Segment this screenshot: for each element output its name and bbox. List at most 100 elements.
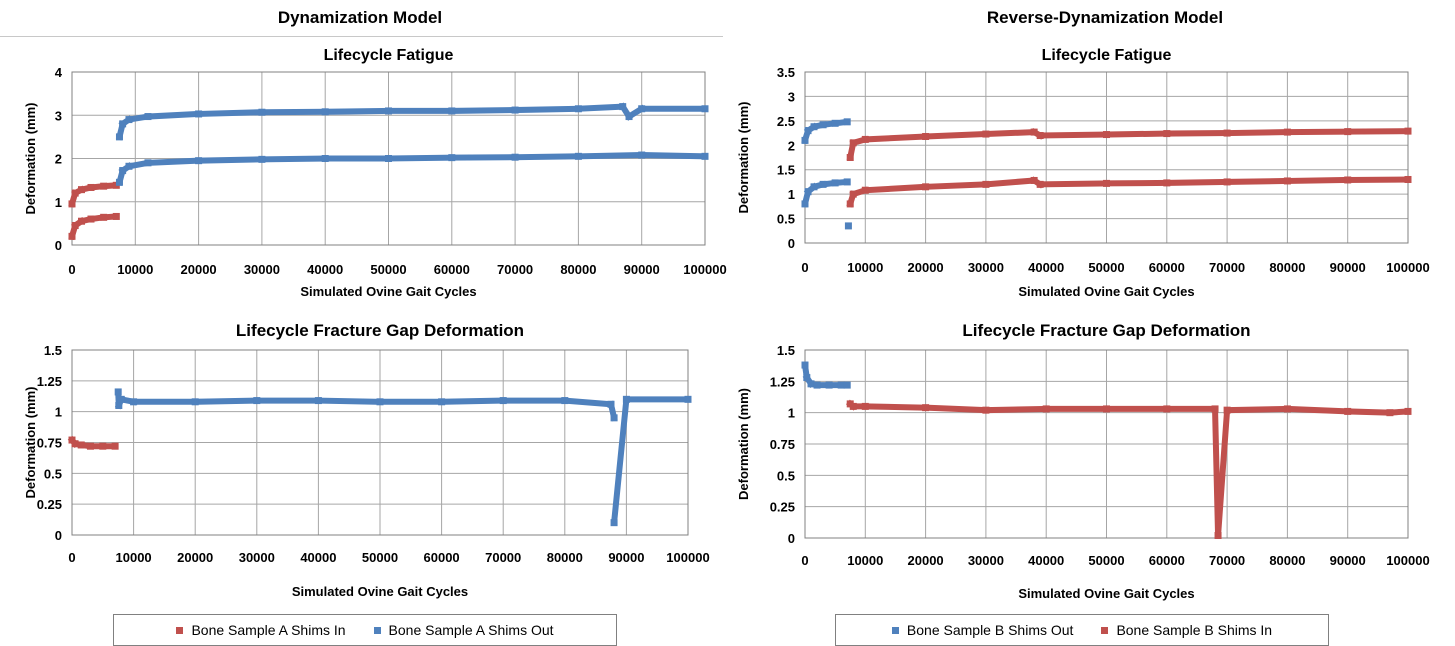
data-point	[499, 397, 507, 405]
y-tick-label: 1	[55, 195, 62, 210]
y-tick-label: 1.25	[770, 374, 795, 389]
y-tick-label: 1.5	[777, 163, 795, 178]
data-point	[253, 397, 261, 405]
data-point	[819, 121, 827, 129]
data-point	[1283, 128, 1291, 136]
legend-item-a-shims-in: Bone Sample A Shims In	[176, 622, 346, 638]
x-tick-label: 90000	[1330, 553, 1366, 568]
data-point	[1211, 405, 1219, 413]
data-point	[1030, 176, 1038, 184]
data-point	[574, 105, 582, 113]
legend-left: Bone Sample A Shims In Bone Sample A Shi…	[113, 614, 617, 646]
series-band	[1103, 130, 1170, 138]
data-point	[1223, 406, 1231, 414]
data-point	[819, 180, 827, 188]
data-point	[831, 119, 839, 127]
series-band	[1284, 405, 1351, 415]
series-band	[322, 107, 392, 115]
x-tick-label: 10000	[847, 260, 883, 275]
data-point	[1036, 132, 1044, 140]
x-tick-label: 60000	[434, 262, 470, 277]
data-point	[321, 155, 329, 162]
data-point	[982, 130, 990, 138]
data-point	[1163, 405, 1171, 413]
series-band	[610, 396, 630, 526]
series-band	[922, 404, 990, 414]
series-band	[192, 397, 260, 405]
x-tick-label: 30000	[968, 260, 1004, 275]
x-tick-label: 100000	[1386, 260, 1429, 275]
data-point	[195, 157, 203, 165]
legend-item-a-shims-out: Bone Sample A Shims Out	[373, 622, 554, 638]
y-tick-label: 0.75	[37, 436, 62, 451]
series-band	[862, 403, 929, 411]
y-tick-label: 1	[788, 406, 795, 421]
data-point	[314, 397, 322, 405]
data-point	[1386, 409, 1394, 417]
y-tick-label: 0.5	[777, 468, 795, 483]
x-tick-label: 40000	[307, 262, 343, 277]
data-point	[1103, 179, 1110, 187]
data-point	[803, 374, 811, 382]
data-point	[1344, 407, 1352, 415]
data-point	[1030, 128, 1038, 136]
data-point	[684, 395, 692, 403]
y-tick-label: 1.5	[44, 343, 62, 358]
series-band	[862, 183, 929, 194]
x-tick-label: 10000	[116, 550, 152, 565]
y-axis-label: Deformation (mm)	[736, 388, 751, 500]
y-tick-label: 0.25	[37, 497, 62, 512]
data-point	[77, 186, 85, 194]
series-band	[1214, 406, 1231, 539]
y-tick-label: 1.25	[37, 374, 62, 389]
series-band	[1224, 405, 1291, 414]
y-tick-label: 0.25	[770, 500, 795, 515]
data-point	[71, 222, 79, 230]
data-point	[846, 154, 854, 161]
data-point	[115, 133, 123, 141]
x-tick-label: 0	[68, 550, 75, 565]
data-point	[610, 519, 618, 527]
model-title-dynamization: Dynamization Model	[277, 8, 443, 27]
y-tick-label: 3	[55, 108, 62, 123]
data-point	[112, 212, 120, 220]
series-band	[195, 109, 265, 118]
data-point	[638, 151, 646, 159]
series-band	[638, 151, 709, 160]
x-tick-label: 30000	[239, 550, 275, 565]
data-point	[71, 440, 79, 448]
data-point	[610, 414, 618, 422]
data-point	[86, 442, 94, 450]
data-point	[622, 395, 630, 403]
data-point	[810, 183, 818, 191]
x-tick-label: 50000	[1088, 260, 1124, 275]
data-point	[701, 105, 709, 113]
series-band	[1284, 176, 1351, 184]
data-point	[77, 441, 85, 449]
x-tick-label: 40000	[300, 550, 336, 565]
series-band	[512, 105, 582, 114]
series-band	[195, 156, 265, 164]
x-tick-label: 80000	[1269, 260, 1305, 275]
x-tick-label: 80000	[560, 262, 596, 277]
data-point	[982, 406, 990, 414]
data-point	[922, 132, 930, 140]
data-point	[861, 186, 869, 194]
legend-swatch-blue	[891, 626, 899, 634]
data-point	[922, 183, 930, 191]
x-tick-label: 100000	[666, 550, 709, 565]
x-tick-label: 90000	[1330, 260, 1366, 275]
y-tick-label: 4	[55, 65, 63, 80]
x-tick-label: 60000	[424, 550, 460, 565]
x-tick-label: 20000	[908, 260, 944, 275]
data-point	[448, 154, 456, 162]
x-tick-label: 100000	[1386, 553, 1429, 568]
series-band	[982, 128, 1038, 138]
data-point	[100, 213, 108, 221]
data-point	[385, 155, 392, 162]
series-band	[922, 130, 990, 140]
x-axis-label: Simulated Ovine Gait Cycles	[1018, 284, 1194, 299]
x-tick-label: 0	[68, 262, 75, 277]
y-tick-label: 3	[788, 89, 795, 104]
